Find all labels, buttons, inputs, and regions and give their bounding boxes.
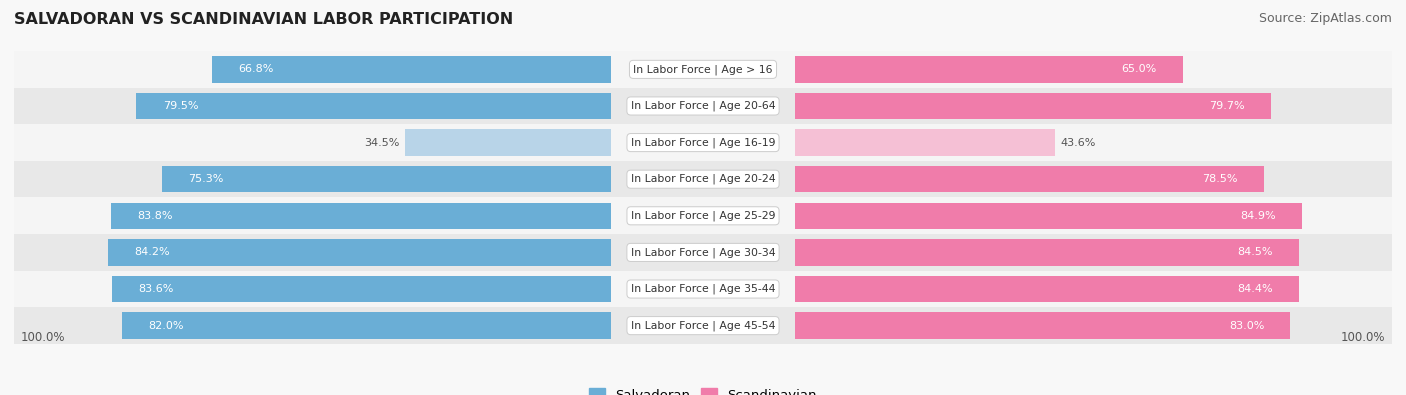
Text: In Labor Force | Age 25-29: In Labor Force | Age 25-29	[631, 211, 775, 221]
Bar	[14, 198, 1392, 234]
Bar	[121, 312, 612, 339]
Text: 100.0%: 100.0%	[21, 331, 65, 344]
Bar	[108, 239, 612, 265]
Text: 83.8%: 83.8%	[136, 211, 173, 221]
Text: SALVADORAN VS SCANDINAVIAN LABOR PARTICIPATION: SALVADORAN VS SCANDINAVIAN LABOR PARTICI…	[14, 12, 513, 27]
Text: 79.7%: 79.7%	[1209, 101, 1244, 111]
Text: 83.6%: 83.6%	[138, 284, 173, 294]
Text: Source: ZipAtlas.com: Source: ZipAtlas.com	[1258, 12, 1392, 25]
Text: 65.0%: 65.0%	[1122, 64, 1157, 74]
Bar	[112, 276, 612, 302]
Bar	[794, 203, 1302, 229]
Bar	[405, 130, 612, 156]
Text: 78.5%: 78.5%	[1202, 174, 1237, 184]
Text: 100.0%: 100.0%	[1341, 331, 1385, 344]
Text: 34.5%: 34.5%	[364, 137, 399, 148]
Text: 84.4%: 84.4%	[1237, 284, 1272, 294]
Text: 83.0%: 83.0%	[1229, 321, 1264, 331]
Bar	[794, 166, 1264, 192]
Text: In Labor Force | Age > 16: In Labor Force | Age > 16	[633, 64, 773, 75]
Text: 82.0%: 82.0%	[148, 321, 183, 331]
Bar	[794, 93, 1271, 119]
Bar	[136, 93, 612, 119]
Bar	[14, 307, 1392, 344]
Text: In Labor Force | Age 20-64: In Labor Force | Age 20-64	[631, 101, 775, 111]
Bar	[162, 166, 612, 192]
Text: In Labor Force | Age 16-19: In Labor Force | Age 16-19	[631, 137, 775, 148]
Text: 84.9%: 84.9%	[1240, 211, 1275, 221]
Text: 84.5%: 84.5%	[1237, 247, 1274, 258]
Text: 84.2%: 84.2%	[135, 247, 170, 258]
Bar	[111, 203, 612, 229]
Text: 79.5%: 79.5%	[163, 101, 198, 111]
Bar	[794, 276, 1299, 302]
Text: 43.6%: 43.6%	[1060, 137, 1095, 148]
Bar	[14, 161, 1392, 198]
Bar	[14, 51, 1392, 88]
Text: In Labor Force | Age 30-34: In Labor Force | Age 30-34	[631, 247, 775, 258]
Text: In Labor Force | Age 20-24: In Labor Force | Age 20-24	[631, 174, 775, 184]
Bar	[14, 234, 1392, 271]
Bar	[212, 56, 612, 83]
Text: 75.3%: 75.3%	[188, 174, 224, 184]
Bar	[794, 239, 1299, 265]
Text: In Labor Force | Age 35-44: In Labor Force | Age 35-44	[631, 284, 775, 294]
Legend: Salvadoran, Scandinavian: Salvadoran, Scandinavian	[583, 383, 823, 395]
Bar	[794, 56, 1182, 83]
Text: In Labor Force | Age 45-54: In Labor Force | Age 45-54	[631, 320, 775, 331]
Bar	[794, 130, 1054, 156]
Bar	[14, 271, 1392, 307]
Bar	[14, 124, 1392, 161]
Bar	[14, 88, 1392, 124]
Bar	[794, 312, 1291, 339]
Text: 66.8%: 66.8%	[239, 64, 274, 74]
